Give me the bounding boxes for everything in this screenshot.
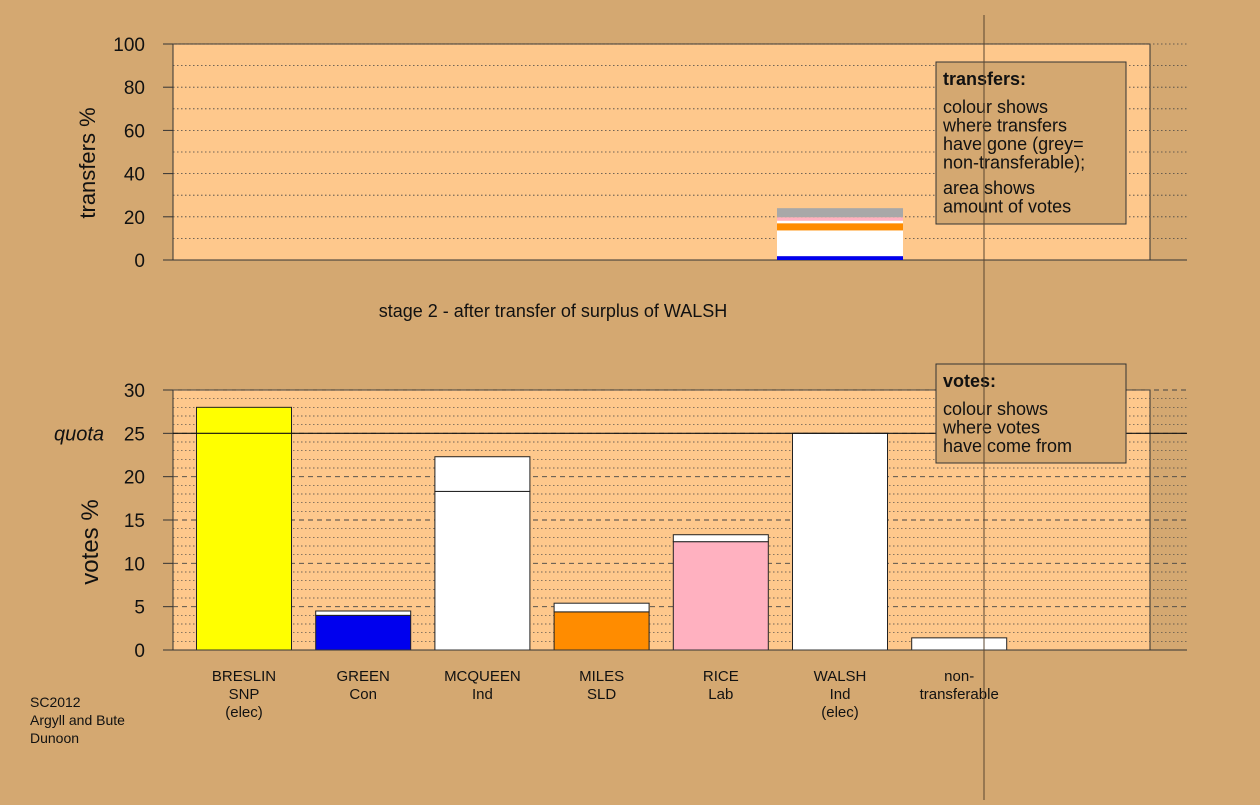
vote-bar-transfer: [553, 602, 650, 613]
transfers-legend-line: colour shows: [943, 97, 1048, 117]
transfer-segment-white: [777, 230, 903, 257]
votes-y-tick-label: 30: [124, 381, 145, 402]
transfers-y-tick-label: 80: [124, 78, 145, 99]
votes-legend-line: where votes: [942, 418, 1040, 438]
category-label: Ind: [472, 686, 493, 703]
transfers-y-tick-label: 0: [134, 251, 145, 272]
votes-y-tick-label: 5: [134, 598, 145, 619]
vote-bar-first-preference: [434, 490, 531, 651]
vote-bar-first-preference: [792, 432, 888, 651]
votes-y-axis-label: votes %: [77, 499, 104, 584]
transfer-segment-blue: [777, 256, 903, 260]
votes-y-tick-label: 20: [124, 468, 145, 489]
vote-bar-first-preference: [672, 541, 769, 651]
transfers-panel: 0 20 40 60 80 100 transfers % stage 2 - after…: [75, 35, 1187, 321]
vote-bar-transfer: [434, 456, 531, 492]
transfer-segment-orange: [777, 223, 903, 231]
transfers-legend-line: amount of votes: [943, 197, 1071, 217]
transfers-legend-box: [935, 61, 1127, 225]
transfer-segment-grey: [777, 208, 903, 218]
votes-legend-title: votes:: [943, 371, 996, 391]
category-label: WALSH: [814, 668, 867, 685]
votes-legend-box: [935, 363, 1127, 464]
category-label: SLD: [587, 686, 616, 703]
category-label: Lab: [708, 686, 733, 703]
transfers-legend-line: area shows: [943, 178, 1035, 198]
votes-y-ticks: 0 5 10 15 20 25 30: [124, 381, 173, 662]
vote-bar-first-preference: [553, 611, 650, 651]
category-label: BRESLIN: [212, 668, 276, 685]
votes-bars: [196, 406, 1008, 651]
transfers-y-tick-label: 20: [124, 208, 145, 229]
source-line: Dunoon: [30, 730, 79, 746]
transfers-y-ticks: 0 20 40 60 80 100: [113, 35, 173, 272]
transfers-legend-line: non-transferable);: [943, 153, 1085, 173]
source-line: SC2012: [30, 694, 81, 710]
transfers-bars: [777, 208, 903, 260]
votes-y-tick-label: 15: [124, 511, 145, 532]
vote-bar-first-preference: [196, 406, 292, 651]
category-label: SNP: [229, 686, 260, 703]
category-label: transferable: [920, 686, 999, 703]
category-label: (elec): [821, 704, 859, 721]
votes-legend-line: colour shows: [943, 399, 1048, 419]
votes-category-labels: BRESLINSNP(elec)GREENConMCQUEENIndMILESS…: [212, 668, 999, 721]
vote-bar-transfer: [911, 637, 1008, 651]
transfers-legend-title: transfers:: [943, 69, 1026, 89]
source-line: Argyll and Bute: [30, 712, 125, 728]
vote-bar-transfer: [672, 534, 769, 543]
votes-legend-line: have come from: [943, 436, 1072, 456]
votes-y-tick-label: 10: [124, 554, 145, 575]
category-label: RICE: [703, 668, 739, 685]
source-caption: SC2012 Argyll and Bute Dunoon: [30, 694, 125, 746]
vote-bar-transfer: [315, 610, 412, 616]
transfers-legend-line: where transfers: [942, 116, 1067, 136]
vote-bar-first-preference: [315, 614, 412, 651]
transfers-legend-line: have gone (grey=: [943, 134, 1084, 154]
category-label: MCQUEEN: [444, 668, 521, 685]
transfer-segment-white: [777, 220, 903, 224]
quota-label: quota: [54, 423, 104, 445]
transfers-y-tick-label: 40: [124, 165, 145, 186]
votes-y-tick-label: 25: [124, 424, 145, 445]
category-label: Ind: [830, 686, 851, 703]
category-label: (elec): [225, 704, 263, 721]
transfers-y-axis-label: transfers %: [75, 107, 100, 218]
transfers-y-tick-label: 100: [113, 35, 145, 56]
stage-title: stage 2 - after transfer of surplus of W…: [379, 301, 727, 321]
transfer-segment-pink: [777, 217, 903, 221]
category-label: Con: [349, 686, 377, 703]
category-label: non-: [944, 668, 974, 685]
category-label: MILES: [579, 668, 624, 685]
category-label: GREEN: [337, 668, 390, 685]
transfers-y-tick-label: 60: [124, 121, 145, 142]
votes-y-tick-label: 0: [134, 641, 145, 662]
